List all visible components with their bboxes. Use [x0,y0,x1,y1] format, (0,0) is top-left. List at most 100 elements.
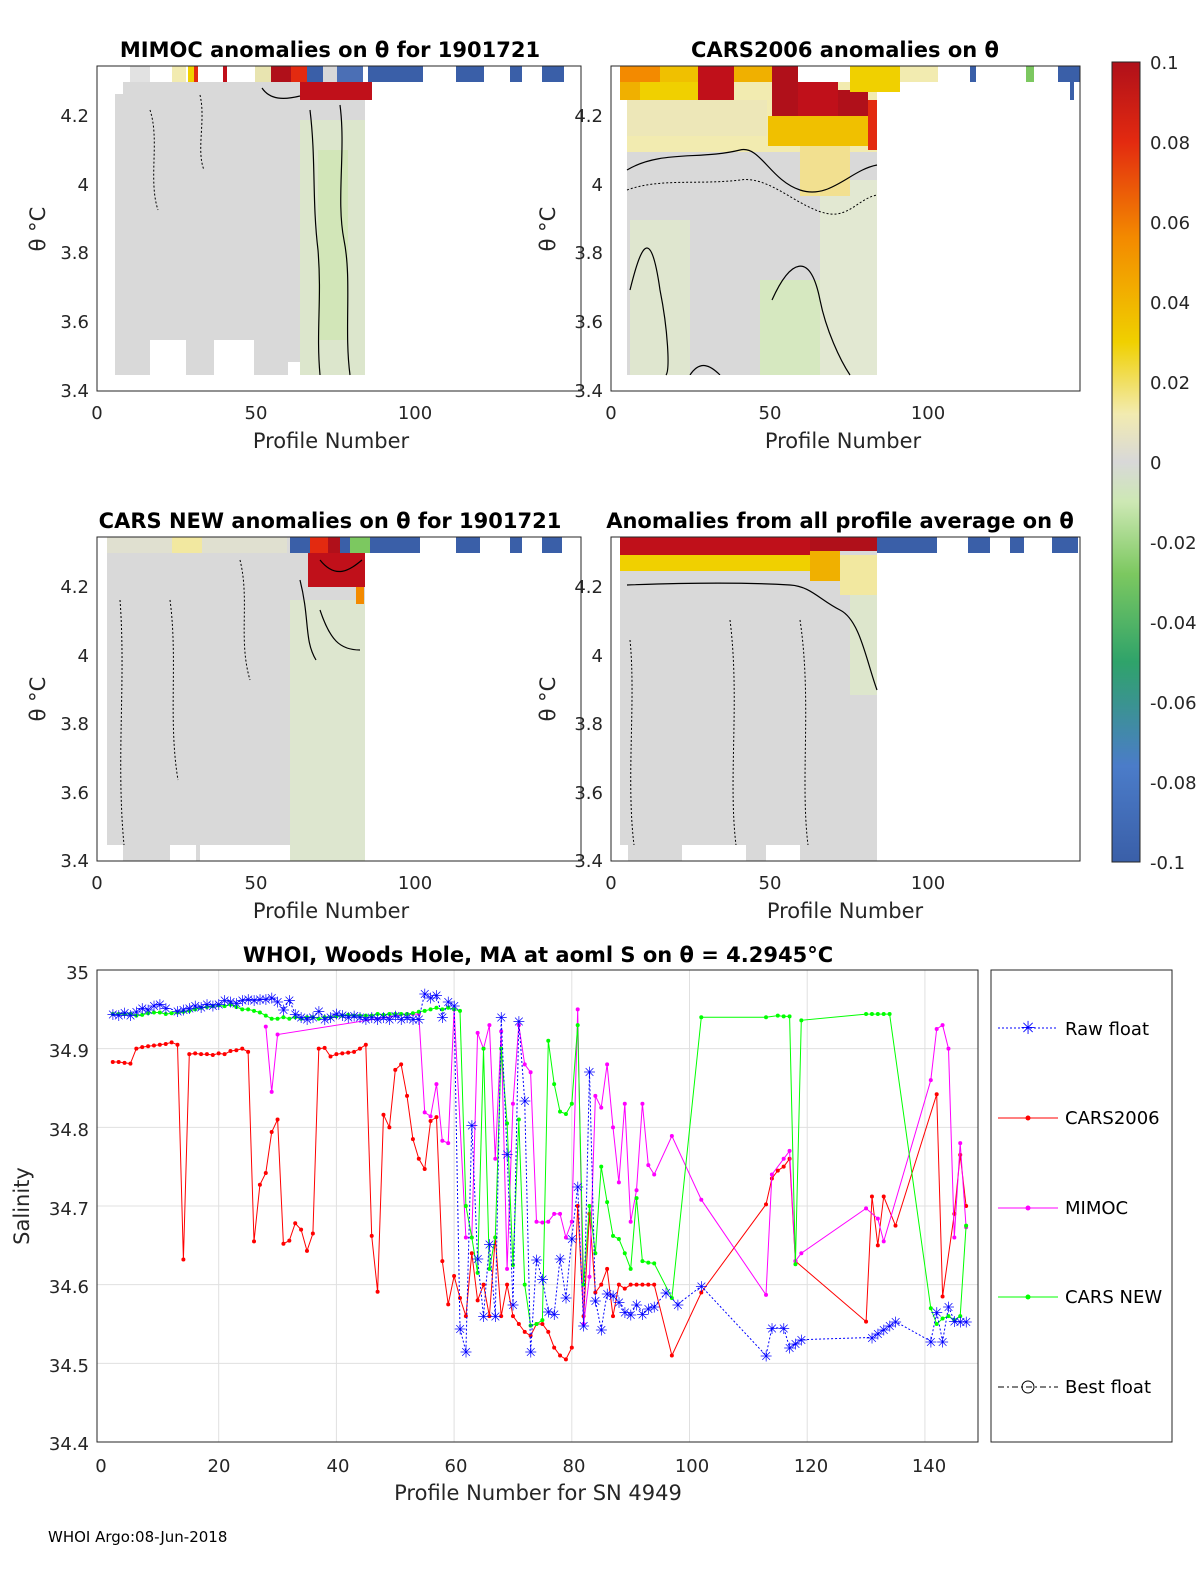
panel-average: Anomalies from all profile average on θ … [536,509,1081,923]
legend-box [990,969,1173,1443]
data-point-cars2006 [340,1051,345,1056]
data-point-cars2006 [304,1248,309,1253]
data-point-cars2006 [864,1319,869,1324]
data-point-cars-new [146,1011,151,1016]
colorbar-tick: -0.02 [1150,533,1197,554]
data-point-mimoc [628,1219,633,1224]
data-point-raw-float: ✳ [148,997,161,1015]
panel-cars-new-ytick: 3.8 [60,714,89,735]
data-point-cars-new [928,1306,933,1311]
data-point-mimoc [505,1266,510,1271]
data-point-cars2006 [575,1204,580,1208]
data-point-cars-new [134,1013,139,1018]
data-point-cars2006 [375,1289,380,1294]
data-point-raw-float: ✳ [418,986,431,1004]
data-point-raw-float: ✳ [106,1006,119,1024]
colorbar-tick: -0.06 [1150,693,1197,714]
data-point-cars2006 [546,1329,551,1334]
data-point-raw-float: ✳ [177,1001,190,1019]
data-point-cars-new [263,1013,268,1018]
series-raw-float: ✳✳✳✳✳✳✳✳✳✳ ✳✳✳✳✳✳✳✳✳✳✳✳✳✳✳✳✳✳✳✳✳✳✳✳✳✳✳✳✳✳… [106,986,972,1366]
data-point-cars-new [234,1004,239,1009]
data-point-cars2006 [287,1238,292,1243]
data-point-cars2006 [958,1152,963,1157]
data-point-raw-float: ✳ [518,1093,531,1111]
data-point-cars-new [534,1322,539,1326]
data-point-cars2006 [281,1241,286,1246]
data-point-raw-float: ✳ [377,1009,390,1027]
data-point-cars-new [516,1117,521,1122]
data-point-mimoc [622,1101,627,1106]
data-point-mimoc [799,1251,804,1256]
panel-cars-new-title: CARS NEW anomalies on θ for 1901721 [99,509,562,533]
data-point-raw-float: ✳ [954,1314,967,1332]
panel-cars-new: CARS NEW anomalies on θ for 1901721 [26,509,582,923]
data-point-raw-float: ✳ [271,993,284,1011]
data-point-raw-float: ✳ [254,991,267,1009]
data-point-cars2006 [628,1282,633,1287]
panel-cars2006-xtick: 0 [605,403,616,424]
salinity-xtick: 60 [445,1456,468,1477]
data-point-cars2006 [781,1164,786,1169]
data-point-cars2006 [475,1298,480,1303]
data-point-cars-new [616,1237,621,1242]
data-point-cars-new [652,1261,657,1266]
data-point-mimoc [263,1024,268,1029]
data-point-raw-float: ✳ [589,1292,602,1310]
data-point-mimoc [781,1156,786,1161]
data-point-cars-new [434,1005,439,1010]
panel-average-ytick: 3.4 [574,851,603,872]
panel-cars-new-xlabel: Profile Number [253,899,410,923]
panel-cars-new-ytick: 4.2 [60,577,89,598]
data-point-cars2006 [381,1112,386,1117]
data-point-cars2006 [352,1049,357,1054]
data-point-cars-new [281,1015,286,1020]
colorbar-tick: -0.08 [1150,773,1197,794]
data-point-cars2006 [275,1117,280,1122]
data-point-raw-float: ✳ [501,1146,514,1164]
panel-cars-new-ytick: 4 [78,646,89,667]
data-point-cars2006 [652,1282,657,1287]
data-point-cars2006 [605,1266,610,1271]
data-point-cars2006 [593,1290,598,1295]
data-point-raw-float: ✳ [430,987,443,1005]
panel-mimoc-ytick: 4 [78,175,89,196]
data-point-cars-new [775,1013,780,1018]
data-point-raw-float: ✳ [130,1004,143,1022]
data-point-cars-new [369,1013,374,1018]
data-point-cars2006 [516,1322,521,1326]
legend-label: CARS NEW [1065,1287,1162,1308]
data-point-cars-new [399,1012,404,1017]
data-point-cars-new [240,1007,245,1012]
panel-cars-new-xticks: 0 50 100 [91,873,432,894]
panel-cars2006-field [620,66,1080,391]
data-point-mimoc [593,1093,598,1098]
data-point-cars2006 [363,1042,368,1047]
panel-average-xtick: 100 [911,873,945,894]
panel-mimoc: MIMOC anomalies on θ for 1901721 [26,38,582,453]
data-point-raw-float: ✳ [624,1307,637,1325]
data-point-cars-new [257,1010,262,1015]
panel-mimoc-xtick: 100 [398,403,432,424]
data-point-cars2006 [775,1168,780,1173]
data-point-raw-float: ✳ [866,1329,879,1347]
data-point-cars2006 [369,1233,374,1238]
panel-mimoc-yticks: 4.2 4 3.8 3.6 3.4 [60,106,89,402]
data-point-cars2006 [510,1314,515,1319]
data-point-mimoc [275,1032,280,1037]
data-point-mimoc [487,1023,492,1028]
data-point-raw-float: ✳ [424,990,437,1008]
data-point-cars2006 [187,1052,192,1057]
legend-item-mimoc: MIMOC [998,1198,1128,1219]
data-point-cars-new [293,1015,298,1020]
legend-label: MIMOC [1065,1198,1128,1219]
salinity-ytick: 34.9 [49,1041,89,1062]
panel-average-xtick: 0 [605,873,616,894]
data-point-cars-new [881,1012,886,1017]
data-point-cars2006 [175,1042,180,1047]
salinity-ytick: 34.8 [49,1120,89,1141]
data-point-mimoc [946,1046,951,1051]
data-point-cars-new [169,1011,174,1016]
data-point-raw-float: ✳ [618,1304,631,1322]
data-point-raw-float: ✳ [195,999,208,1017]
